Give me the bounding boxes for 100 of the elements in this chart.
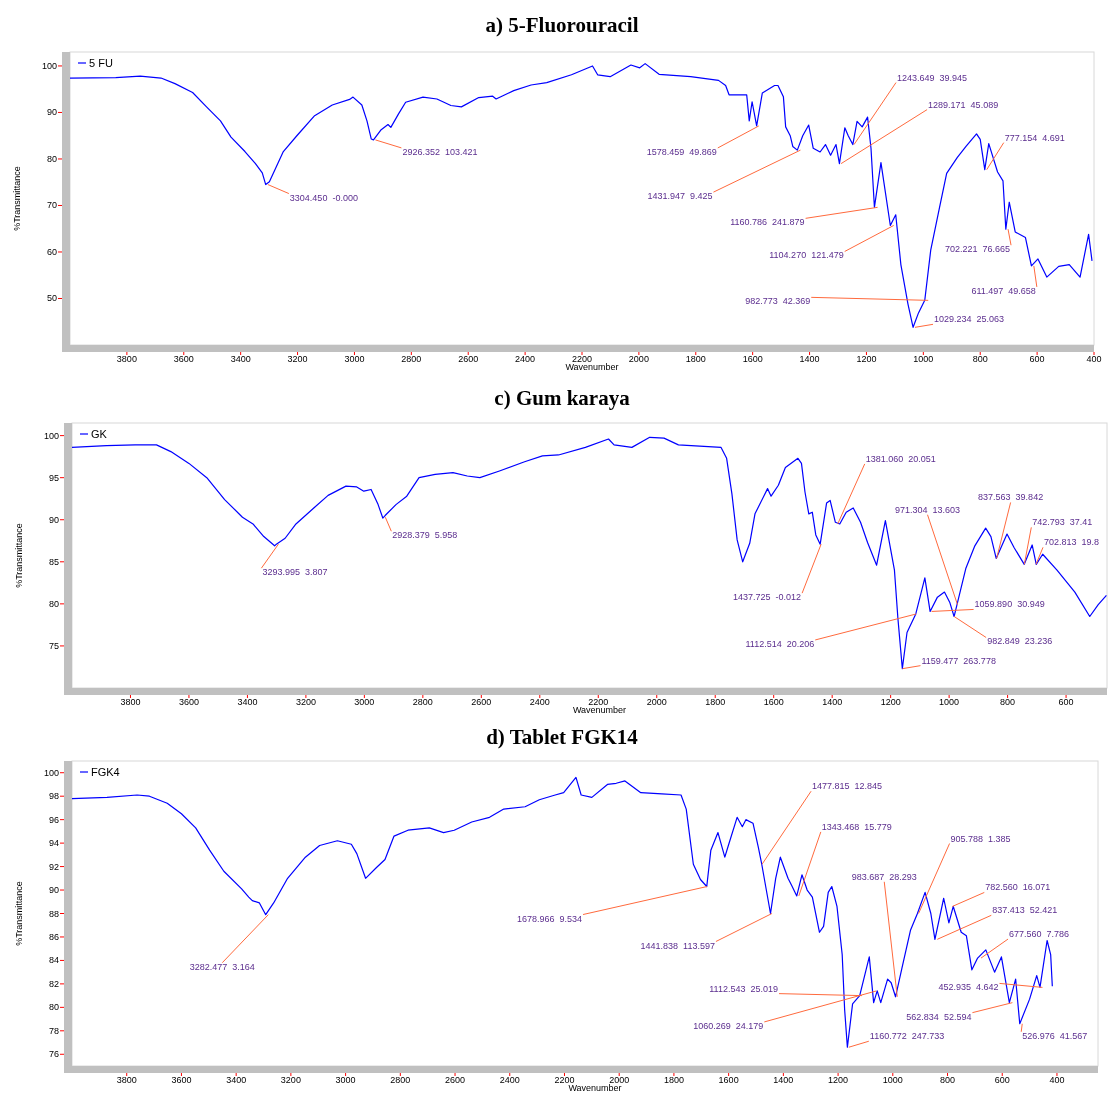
chart-title: a) 5-Fluorouracil [485, 13, 639, 37]
x-tick-label: 3200 [295, 697, 316, 707]
annotation: 562.834 52.594 [906, 1011, 972, 1022]
annotation: 1159.477 263.778 [921, 655, 996, 666]
annotation: 742.793 37.41 [1032, 517, 1093, 528]
x-tick-label: 800 [1000, 697, 1016, 707]
y-tick-label: 90 [48, 885, 59, 896]
annotation: 1029.234 25.063 [934, 314, 1005, 325]
x-tick-label: 3800 [120, 697, 141, 707]
x-tick-label: 1400 [822, 697, 843, 707]
annotation: 1578.459 49.869 [646, 146, 717, 157]
annotation: 1437.725 -0.012 [733, 592, 802, 603]
annotation: 1678.966 9.534 [516, 913, 583, 924]
x-axis-title: Wavenumber [568, 1083, 622, 1093]
annotation: 1112.543 25.019 [709, 983, 779, 994]
y-tick-label: 85 [48, 556, 59, 567]
x-tick-label: 600 [1058, 697, 1074, 707]
x-tick-label: 3000 [335, 1075, 356, 1085]
y-tick-label: 100 [43, 767, 59, 778]
annotation: 982.773 42.369 [745, 296, 811, 307]
annotation: 982.849 23.236 [987, 636, 1053, 647]
y-axis-title: %Transmittance [14, 523, 24, 588]
y-tick-label: 98 [48, 791, 59, 802]
annotation: 983.687 28.293 [851, 871, 917, 882]
y-tick-label: 86 [48, 931, 59, 942]
x-tick-label: 3600 [178, 697, 199, 707]
annotation: 971.304 13.603 [894, 504, 961, 515]
annotation: 1160.772 247.733 [869, 1031, 945, 1042]
annotation: 452.935 4.642 [938, 982, 999, 993]
y-tick-label: 94 [48, 838, 59, 849]
annotation: 702.221 76.665 [944, 244, 1011, 255]
line-series [71, 436, 1108, 670]
x-tick-label: 2400 [499, 1075, 520, 1085]
x-tick-label: 1000 [882, 1075, 903, 1085]
x-tick-label: 1400 [773, 1075, 794, 1085]
x-tick-label: 400 [1086, 354, 1102, 364]
x-tick-label: 1600 [742, 354, 763, 364]
x-tick-label: 2000 [628, 354, 649, 364]
x-tick-label: 2600 [445, 1075, 466, 1085]
chart-title: d) Tablet FGK14 [486, 725, 639, 749]
y-tick-label: 75 [48, 640, 59, 651]
x-tick-label: 1400 [799, 354, 820, 364]
y-tick-label: 80 [48, 598, 59, 609]
annotation: 526.976 41.567 [1022, 1030, 1088, 1041]
legend-label: FGK4 [91, 766, 120, 778]
y-tick-label: 50 [46, 293, 57, 304]
x-tick-label: 1000 [913, 354, 934, 364]
y-tick-label: 100 [41, 60, 57, 71]
annotation: 3282.477 3.164 [189, 961, 255, 972]
x-tick-label: 1200 [828, 1075, 849, 1085]
x-tick-label: 2400 [529, 697, 550, 707]
annotation: 3304.450 -0.000 [289, 192, 358, 203]
x-tick-label: 1600 [718, 1075, 739, 1085]
y-tick-label: 100 [43, 430, 59, 441]
x-tick-label: 3400 [230, 354, 251, 364]
x-tick-label: 1800 [663, 1075, 684, 1085]
x-tick-label: 2000 [646, 697, 667, 707]
x-tick-label: 3200 [287, 354, 308, 364]
x-tick-label: 2200 [588, 697, 609, 707]
y-axis-title: %Transmittance [14, 881, 24, 946]
x-tick-label: 3000 [344, 354, 365, 364]
annotation: 837.563 39.842 [978, 492, 1044, 503]
x-tick-label: 3400 [226, 1075, 247, 1085]
x-tick-label: 3800 [116, 1075, 137, 1085]
x-tick-label: 400 [1049, 1075, 1065, 1085]
y-tick-label: 70 [46, 200, 57, 211]
annotation: 1112.514 20.206 [745, 638, 815, 649]
annotation: 777.154 4.691 [1004, 132, 1065, 143]
x-tick-label: 3600 [171, 1075, 192, 1085]
annotation: 1477.815 12.845 [812, 781, 883, 792]
annotation: 782.560 16.071 [985, 882, 1051, 893]
annotation: 1431.947 9.425 [647, 191, 713, 202]
annotation: 1104.270 121.479 [769, 250, 844, 261]
x-tick-label: 1800 [705, 697, 726, 707]
y-tick-label: 82 [48, 978, 59, 989]
legend-label: GK [91, 428, 108, 440]
annotation: 1343.468 15.779 [821, 821, 892, 832]
x-tick-label: 2600 [458, 354, 479, 364]
y-tick-label: 92 [48, 861, 59, 872]
annotation: 1160.786 241.879 [730, 217, 805, 228]
annotation: 2928.379 5.958 [392, 530, 458, 541]
y-tick-label: 60 [46, 246, 57, 257]
x-tick-label: 600 [994, 1075, 1010, 1085]
x-axis-title: Wavenumber [572, 705, 627, 715]
x-tick-label: 3200 [280, 1075, 301, 1085]
x-tick-label: 3600 [173, 354, 194, 364]
annotation: 1441.838 113.597 [640, 940, 715, 951]
annotation: 837.413 52.421 [992, 905, 1058, 916]
legend-label: 5 FU [89, 57, 113, 69]
x-tick-label: 2800 [390, 1075, 411, 1085]
annotation: 611.497 49.658 [971, 285, 1036, 296]
x-tick-label: 2600 [471, 697, 492, 707]
y-tick-label: 84 [48, 955, 59, 966]
y-tick-label: 88 [48, 908, 59, 919]
x-tick-label: 3800 [116, 354, 137, 364]
annotation: 1059.890 30.949 [974, 599, 1045, 610]
y-axis-title: %Transmittance [12, 166, 22, 231]
annotation: 905.788 1.385 [950, 833, 1011, 844]
x-tick-label: 1600 [763, 697, 784, 707]
x-tick-label: 3000 [354, 697, 375, 707]
